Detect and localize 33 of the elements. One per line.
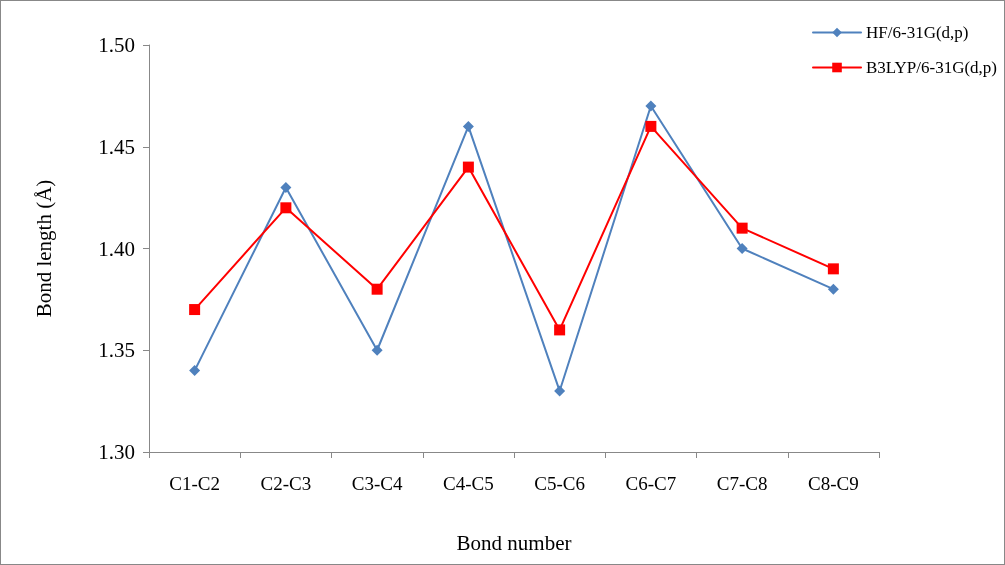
point: [827, 283, 839, 295]
point: [189, 365, 201, 377]
legend-label: HF/6-31G(d,p): [866, 23, 969, 42]
x-tick-label: C3-C4: [351, 473, 403, 494]
y-tick-label: 1.35: [98, 338, 135, 363]
x-tick-label: C8-C9: [808, 473, 859, 494]
point: [645, 120, 657, 132]
x-tick-label: C6-C7: [625, 473, 677, 494]
legend-label: B3LYP/6-31G(d,p): [866, 58, 998, 77]
x-tick-label: C2-C3: [260, 473, 312, 494]
x-tick-label: C4-C5: [443, 473, 494, 494]
point: [462, 161, 474, 173]
point: [280, 181, 292, 193]
point: [554, 385, 566, 397]
point: [736, 243, 748, 254]
point: [827, 263, 839, 275]
point: [645, 100, 657, 112]
x-tick-label: C7-C8: [716, 473, 768, 494]
point: [189, 304, 201, 316]
point: [371, 283, 383, 295]
y-tick-label: 1.40: [98, 236, 135, 261]
point: [462, 120, 474, 132]
point: [554, 324, 566, 336]
y-tick-label: 1.50: [98, 33, 135, 57]
y-tick-label: 1.45: [98, 134, 135, 159]
x-tick-label: C5-C6: [534, 473, 585, 494]
x-tick-label: C1-C2: [169, 473, 220, 494]
point: [736, 222, 748, 234]
x-axis-title: Bond number: [456, 530, 572, 555]
point: [280, 202, 292, 214]
point: [371, 344, 383, 356]
y-tick-label: 1.30: [98, 440, 135, 464]
y-axis-title: Bond length (Å): [31, 179, 56, 318]
